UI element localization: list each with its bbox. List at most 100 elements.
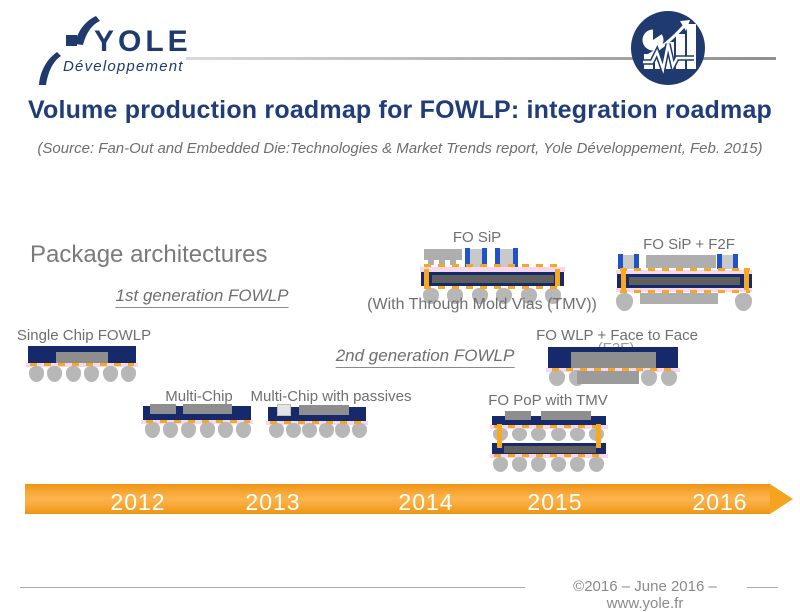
timeline-arrow-tip — [770, 484, 793, 514]
logo-swoosh-top — [75, 16, 100, 45]
solder-ball-row — [423, 288, 561, 304]
logo-subtitle-text: Développement — [63, 58, 184, 75]
solder-ball — [318, 423, 334, 438]
top-die — [470, 249, 482, 267]
solder-ball — [531, 428, 547, 441]
chart-emblem-icon — [642, 20, 696, 80]
solder-ball — [181, 422, 197, 438]
package-label: FO SiP — [452, 229, 502, 246]
header-divider-line — [186, 57, 776, 60]
solder-ball — [550, 457, 566, 472]
solder-ball — [351, 423, 367, 438]
embedded-die — [150, 404, 176, 414]
tmv-bar — [618, 254, 623, 269]
package-note: (With Through Mold Vias (TMV)) — [367, 296, 597, 313]
passive-component — [277, 404, 291, 416]
via — [424, 269, 429, 286]
embedded-die — [571, 352, 656, 368]
solder-ball — [544, 288, 561, 304]
solder-ball — [423, 288, 439, 304]
solder-ball — [65, 366, 81, 382]
solder-ball — [588, 457, 604, 472]
solder-ball-row — [145, 422, 251, 438]
solder-pads — [424, 286, 560, 289]
solder-ball — [496, 288, 513, 304]
footer-line-right — [747, 587, 778, 588]
solder-ball — [531, 457, 547, 472]
solder-pads — [494, 425, 604, 428]
solder-ball — [569, 428, 585, 441]
top-die — [646, 255, 716, 268]
solder-ball-row — [493, 428, 604, 441]
solder-ball — [217, 422, 233, 438]
tmv-bar — [495, 248, 500, 267]
logo-square — [66, 35, 77, 46]
package-label: Single Chip FOWLP — [16, 327, 152, 344]
package-label: Multi-Chip with passives — [250, 388, 412, 405]
solder-ball — [735, 293, 752, 311]
logo-brand-text: YOLE — [94, 25, 192, 58]
solder-ball — [29, 366, 44, 382]
rdl-layer — [616, 270, 752, 274]
solder-ball — [47, 366, 63, 382]
top-die — [722, 255, 733, 269]
solder-ball — [549, 370, 565, 386]
page-title: Volume production roadmap for FOWLP: int… — [27, 96, 773, 124]
top-die — [623, 255, 634, 269]
embedded-die — [432, 275, 554, 283]
footer-copyright: ©2016 – June 2016 – www.yole.fr — [573, 578, 717, 612]
package-label: FO SiP + F2F — [643, 236, 735, 253]
solder-ball — [512, 428, 528, 441]
memory-bump — [439, 260, 445, 265]
solder-ball — [550, 428, 566, 441]
embedded-die — [56, 352, 108, 363]
embedded-die — [299, 405, 349, 415]
solder-ball — [512, 457, 528, 472]
memory-bump — [428, 260, 434, 265]
package-label: FO PoP with TMV — [488, 392, 608, 409]
solder-ball — [120, 366, 136, 382]
package-label: Multi-Chip — [165, 388, 233, 405]
tmv-bar — [513, 248, 518, 267]
year-label: 2016 — [692, 489, 748, 515]
memory-bump — [450, 260, 456, 265]
solder-pads — [424, 264, 560, 267]
tmv-bar — [634, 254, 639, 269]
year-label: 2012 — [110, 489, 166, 515]
solder-ball — [641, 370, 657, 386]
solder-ball — [447, 288, 464, 304]
year-label: 2015 — [527, 489, 583, 515]
embedded-die — [504, 446, 596, 453]
solder-ball — [616, 293, 633, 311]
top-die — [500, 249, 513, 267]
via — [555, 269, 560, 286]
tmv-via — [596, 424, 601, 448]
solder-ball — [661, 370, 677, 386]
solder-ball — [163, 422, 179, 438]
solder-ball-row — [269, 423, 367, 438]
solder-ball — [302, 423, 318, 438]
solder-pads — [270, 421, 366, 424]
face-to-face-die — [577, 371, 639, 384]
solder-pads — [494, 454, 604, 457]
tmv-bar — [717, 254, 722, 269]
solder-pads — [620, 290, 750, 293]
memory-package — [424, 249, 462, 260]
year-label: 2014 — [398, 489, 454, 515]
solder-ball — [471, 288, 488, 304]
embedded-die — [629, 277, 740, 285]
solder-ball — [102, 366, 118, 382]
solder-pads — [146, 420, 250, 423]
solder-pads — [552, 368, 674, 371]
solder-ball-row — [29, 366, 136, 382]
timeline-arrow-band — [25, 484, 770, 514]
tmv-bar — [482, 248, 487, 267]
top-mold-body — [492, 416, 606, 425]
solder-ball — [235, 422, 251, 438]
yole-logo: YOLE Développement — [39, 16, 192, 85]
solder-ball — [199, 422, 215, 438]
solder-ball — [84, 366, 100, 382]
top-die — [541, 411, 591, 420]
source-citation: (Source: Fan-Out and Embedded Die:Techno… — [37, 140, 763, 157]
